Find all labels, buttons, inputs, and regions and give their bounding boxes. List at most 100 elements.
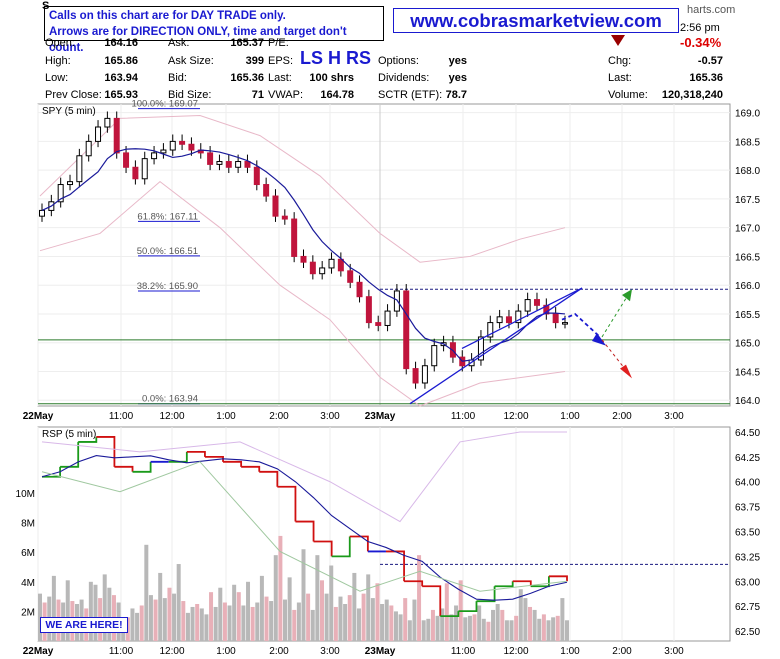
- volume-bar: [398, 614, 403, 641]
- volume-bar: [264, 596, 269, 641]
- volume-bar: [472, 614, 477, 641]
- volume-x-tick-label: 3:00: [320, 646, 340, 657]
- volume-bar: [393, 611, 398, 641]
- rsp-segment: [78, 436, 98, 443]
- volume-bar: [153, 599, 158, 641]
- volume-bar: [144, 544, 149, 641]
- volume-bar: [352, 572, 357, 641]
- quote-value: -0.57: [697, 55, 723, 67]
- volume-x-tick-label: 3:00: [664, 646, 684, 657]
- site-url-banner[interactable]: www.cobrasmarketview.com: [393, 8, 679, 33]
- volume-tick-label: 10M: [16, 489, 35, 500]
- quote-value: 165.86: [104, 55, 138, 67]
- candle: [244, 161, 251, 168]
- volume-bar: [541, 614, 546, 641]
- fib-label: 0.0%: 163.94: [142, 394, 198, 405]
- price-x-tick-label: 22May: [23, 411, 54, 422]
- volume-tick-label: 2M: [21, 607, 35, 618]
- bull-path: [601, 296, 628, 338]
- candle: [552, 313, 559, 324]
- volume-bar: [283, 599, 288, 641]
- rsp-tick-label: 64.50: [735, 428, 760, 439]
- we-are-here-badge: WE ARE HERE!: [40, 617, 128, 633]
- time-fragment: 2:56 pm: [680, 22, 720, 34]
- candle: [356, 281, 363, 298]
- quote-label: Chg:: [608, 55, 632, 67]
- volume-bar: [417, 555, 422, 641]
- bollinger-band: [39, 115, 566, 263]
- volume-bar: [181, 601, 186, 641]
- quote-label: P/E:: [268, 37, 289, 49]
- volume-x-tick-label: 23May: [365, 646, 396, 657]
- volume-bar: [366, 574, 371, 641]
- rsp-segment: [331, 536, 351, 558]
- rsp-tick-label: 62.75: [735, 602, 760, 613]
- price-x-tick-label: 2:00: [269, 411, 289, 422]
- rsp-tick-label: 63.75: [735, 503, 760, 514]
- volume-bar: [301, 549, 306, 641]
- candle: [347, 270, 354, 283]
- candle: [207, 152, 214, 165]
- moving-average: [41, 148, 566, 362]
- quote-label: Prev Close:: [45, 89, 102, 101]
- pattern-label: LS H RS: [300, 48, 372, 68]
- rsp-segment: [422, 585, 442, 617]
- volume-x-tick-label: 2:00: [269, 646, 289, 657]
- volume-bar: [102, 574, 107, 641]
- candle: [272, 195, 279, 217]
- volume-bar: [287, 577, 292, 641]
- candle: [384, 310, 391, 326]
- volume-bar: [440, 608, 445, 641]
- candle: [319, 267, 326, 275]
- volume-bar: [148, 595, 153, 641]
- candle: [365, 296, 372, 324]
- volume-bar: [449, 614, 454, 641]
- volume-bar: [158, 572, 163, 641]
- price-tick-label: 166.5: [735, 252, 760, 263]
- disclaimer-box: Calls on this chart are for DAY TRADE on…: [44, 6, 384, 54]
- rsp-segment: [132, 461, 152, 473]
- volume-bar: [495, 604, 500, 641]
- volume-bar: [204, 614, 209, 641]
- fib-label: 38.2%: 165.90: [137, 281, 198, 292]
- candle: [375, 322, 382, 326]
- volume-bar: [463, 617, 468, 641]
- quote-label: EPS:: [268, 55, 294, 67]
- quote-label: Ask Size:: [168, 55, 214, 67]
- rsp-segment: [114, 465, 134, 472]
- volume-bar: [199, 608, 204, 641]
- rsp-segment: [295, 520, 315, 542]
- volume-bar: [329, 565, 334, 641]
- rsp-tick-label: 63.00: [735, 577, 760, 588]
- volume-bar: [338, 596, 343, 641]
- comparison-line: [41, 461, 568, 592]
- volume-x-tick-label: 1:00: [216, 646, 236, 657]
- rsp-segment: [204, 455, 224, 462]
- volume-bar: [435, 615, 440, 641]
- volume-bar: [65, 580, 70, 641]
- rsp-segment: [186, 450, 206, 457]
- volume-bar: [227, 605, 232, 641]
- volume-bar: [250, 606, 255, 641]
- volume-tick-label: 8M: [21, 519, 35, 530]
- candle: [477, 336, 484, 361]
- candle: [300, 255, 307, 263]
- volume-bar: [218, 587, 223, 641]
- down-arrow-icon: [620, 364, 632, 379]
- volume-bar: [162, 598, 167, 641]
- volume-bar: [551, 617, 556, 641]
- volume-bar: [537, 618, 542, 641]
- rsp-segment: [385, 550, 405, 582]
- candle: [562, 322, 568, 325]
- price-tick-label: 164.5: [735, 367, 760, 378]
- volume-bar: [269, 601, 274, 641]
- quote-label: Ask:: [168, 37, 190, 49]
- quote-label: SCTR (ETF):: [378, 89, 443, 101]
- quote-value: 165.36: [230, 72, 264, 84]
- rsp-segment: [96, 436, 116, 467]
- volume-bar: [185, 612, 190, 641]
- candle: [141, 158, 148, 180]
- candle: [337, 258, 344, 272]
- candle: [216, 161, 223, 165]
